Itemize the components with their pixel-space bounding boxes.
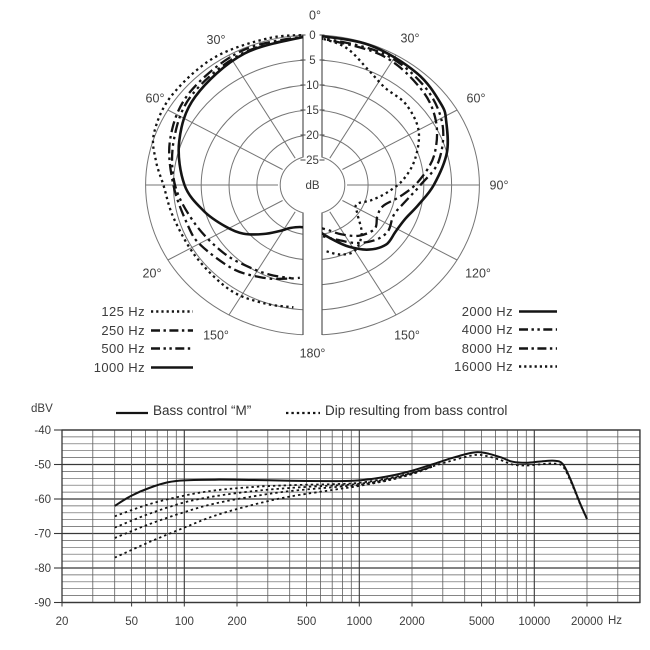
polar-series-500-hz [170, 35, 303, 280]
polar-angle-label: 90° [490, 179, 509, 193]
legend-row: 500 Hz [50, 341, 195, 356]
polar-radial-line [342, 200, 458, 261]
polar-angle-label: 0° [309, 9, 321, 23]
legend-swatch [519, 328, 557, 331]
polar-angle-label: 60° [146, 92, 165, 106]
polar-angle-label: 20° [143, 267, 162, 281]
x-tick-label: 10000 [518, 616, 550, 628]
frequency-response-chart: -40 -50 -60 -70 -80 -90 20 50 100 200 500 1000 2000 5… [34, 425, 641, 628]
legend-row: 8000 Hz [418, 341, 559, 356]
y-tick-label: -80 [34, 563, 51, 575]
legend-swatch [519, 309, 557, 313]
legend-label: 250 Hz [101, 322, 145, 338]
response-series-bass-control-m [114, 451, 588, 520]
legend-row: 16000 Hz [418, 359, 559, 374]
polar-angle-label: 60° [467, 92, 486, 106]
polar-angle-label: 150° [394, 329, 420, 343]
polar-radial-line [167, 109, 283, 170]
x-tick-label: 50 [125, 616, 138, 628]
polar-series-2000-hz [322, 34, 450, 251]
polar-series-250-hz [168, 35, 303, 281]
legend-row: 125 Hz [50, 304, 195, 319]
legend-label: 4000 Hz [461, 322, 513, 337]
polar-db-unit-label: dB [305, 180, 319, 192]
polar-pattern-chart: 0 5 10 15 20 25 dB 0° 180° 30° 60° 20° 150° 30° 60° 90°… [143, 9, 509, 361]
legend-label: Bass control “M” [153, 403, 252, 418]
polar-db-tick-label: 15 [306, 105, 319, 117]
response-plot-border [61, 429, 641, 604]
polar-series-4000-hz [322, 36, 445, 245]
polar-db-tick-label: 5 [309, 55, 315, 67]
polar-radial-line [228, 211, 296, 316]
legend-swatch [116, 411, 148, 415]
legend-swatch [151, 347, 193, 350]
legend-swatch [286, 411, 320, 415]
legend-label: Dip resulting from bass control [325, 403, 508, 418]
polar-series-16000-hz [322, 37, 421, 256]
polar-angle-label: 30° [207, 33, 226, 47]
polar-series-1000-hz [177, 35, 303, 236]
legend-swatch [151, 328, 193, 332]
polar-db-tick-label: 0 [309, 30, 315, 42]
y-tick-label: -70 [34, 529, 51, 541]
legend-label: 2000 Hz [461, 303, 513, 319]
polar-angle-label: 120° [465, 267, 491, 281]
polar-radial-line [329, 54, 397, 159]
polar-db-tick-label: 20 [306, 130, 319, 142]
x-tick-label: 200 [227, 616, 246, 628]
polar-db-tick-label: 25 [306, 155, 319, 167]
legend-swatch [151, 310, 193, 313]
y-tick-label: -40 [34, 425, 51, 437]
y-tick-label: -50 [34, 460, 51, 472]
polar-series-8000-hz [322, 37, 439, 238]
x-tick-label: 20000 [571, 616, 603, 628]
polar-radial-line [167, 200, 283, 261]
legend-label: 125 Hz [101, 304, 145, 319]
legend-label: 8000 Hz [461, 340, 513, 356]
x-tick-label: 20 [56, 616, 69, 628]
x-tick-label: 2000 [399, 616, 425, 628]
legend-swatch [519, 346, 557, 350]
legend-row: 2000 Hz [418, 304, 559, 319]
polar-radial-line [228, 54, 296, 159]
polar-db-tick-label: 10 [306, 80, 319, 92]
legend-label: 500 Hz [101, 341, 145, 356]
legend-row: 250 Hz [50, 323, 195, 338]
polar-radial-line [329, 211, 397, 316]
response-series-dip-4 [114, 466, 433, 559]
x-tick-label: 100 [175, 616, 194, 628]
x-tick-label: 5000 [469, 616, 495, 628]
legend-label: 1000 Hz [93, 359, 145, 375]
response-series-dip-1 [114, 453, 588, 520]
legend-label: 16000 Hz [454, 359, 513, 374]
legend-swatch [151, 365, 193, 369]
legend-row: 4000 Hz [418, 322, 559, 337]
x-tick-label: 1000 [347, 616, 373, 628]
x-tick-label: 500 [297, 616, 316, 628]
y-axis-unit-label: dBV [31, 403, 53, 415]
legend-swatch [519, 365, 557, 368]
legend-row: 1000 Hz [50, 360, 195, 375]
polar-angle-label: 30° [401, 32, 420, 46]
y-tick-label: -90 [34, 598, 51, 610]
response-series-dip-2 [114, 465, 433, 529]
x-axis-unit-label: Hz [608, 615, 623, 627]
y-tick-label: -60 [34, 494, 51, 506]
polar-radial-line [342, 109, 458, 170]
polar-angle-label: 150° [203, 329, 229, 343]
polar-angle-label: 180° [300, 347, 326, 361]
polar-scale-channel [302, 27, 323, 347]
